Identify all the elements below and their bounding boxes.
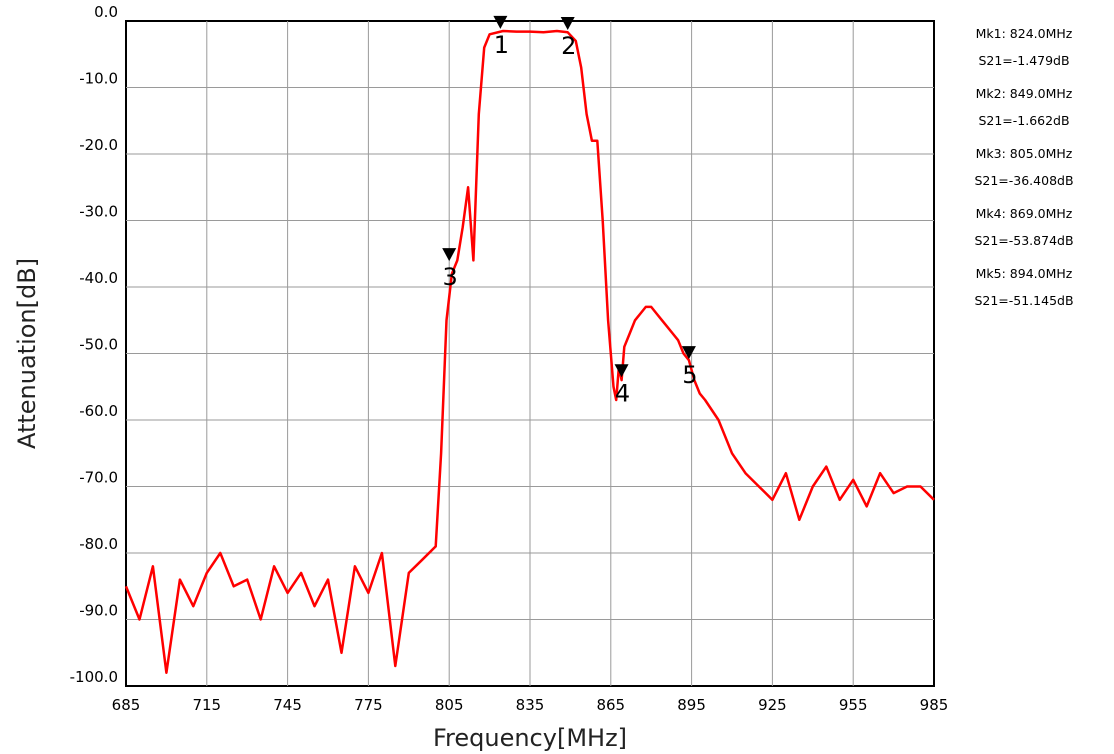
marker-1: 1 (493, 15, 509, 59)
marker-4: 4 (614, 364, 630, 407)
y-tick-label: -20.0 (79, 136, 118, 154)
marker-triangle (614, 364, 629, 378)
y-axis-title: Attenuation[dB] (13, 258, 41, 449)
y-tick-label: -50.0 (79, 336, 118, 354)
y-tick-label: 0.0 (94, 3, 118, 21)
marker-number: 5 (682, 361, 697, 389)
series-group (124, 29, 935, 674)
marker-5: 5 (681, 346, 698, 389)
x-tick-label: 835 (516, 696, 545, 714)
y-tick-label: -70.0 (79, 469, 118, 487)
legend-s21: S21=-53.874dB (974, 233, 1073, 248)
legend-entry: Mk2: 849.0MHz S21=-1.662dB (976, 86, 1073, 128)
marker-number: 2 (561, 32, 576, 60)
legend-frequency: Mk3: 805.0MHz (976, 146, 1073, 161)
marker-triangle (560, 17, 575, 31)
legend-entry: Mk4: 869.0MHz S21=-53.874dB (974, 206, 1073, 248)
legend-frequency: Mk1: 824.0MHz (976, 26, 1073, 41)
x-tick-label: 985 (920, 696, 949, 714)
marker-2: 2 (560, 17, 576, 60)
legend-entry: Mk5: 894.0MHz S21=-51.145dB (974, 266, 1073, 308)
y-tick-label: -90.0 (79, 602, 118, 620)
marker-number: 3 (443, 263, 458, 291)
legend-s21: S21=-51.145dB (974, 293, 1073, 308)
x-axis-title: Frequency[MHz] (433, 724, 627, 752)
marker-number: 4 (615, 379, 630, 407)
marker-triangle (442, 248, 457, 262)
series-line (124, 29, 935, 674)
legend-frequency: Mk2: 849.0MHz (976, 86, 1073, 101)
y-tick-label: -40.0 (79, 269, 118, 287)
legend-s21: S21=-1.662dB (978, 113, 1069, 128)
markers-group: 1 2 3 4 5 (442, 15, 698, 407)
legend-frequency: Mk4: 869.0MHz (976, 206, 1073, 221)
marker-triangle (493, 15, 508, 29)
x-tick-label: 955 (839, 696, 868, 714)
y-axis-ticks: 0.0 -10.0 -20.0 -30.0 -40.0 -50.0 -60.0 -70.0 -8… (70, 3, 118, 686)
x-tick-label: 775 (354, 696, 383, 714)
legend-frequency: Mk5: 894.0MHz (976, 266, 1073, 281)
x-tick-label: 745 (273, 696, 302, 714)
y-tick-label: -100.0 (70, 668, 118, 686)
y-tick-label: -80.0 (79, 535, 118, 553)
marker-triangle (681, 346, 696, 360)
legend-s21: S21=-1.479dB (978, 53, 1069, 68)
marker-number: 1 (494, 31, 509, 59)
marker-legend: Mk1: 824.0MHz S21=-1.479dB Mk2: 849.0MHz S2… (974, 26, 1073, 308)
x-tick-label: 895 (677, 696, 706, 714)
legend-entry: Mk1: 824.0MHz S21=-1.479dB (976, 26, 1073, 68)
x-tick-label: 925 (758, 696, 787, 714)
x-axis-ticks: 685 715 745 775 805 835 865 895 925 955 985 (112, 696, 949, 714)
x-tick-label: 685 (112, 696, 141, 714)
marker-3: 3 (442, 248, 458, 291)
x-tick-label: 715 (192, 696, 221, 714)
y-tick-label: -60.0 (79, 402, 118, 420)
x-tick-label: 865 (596, 696, 625, 714)
y-tick-label: -10.0 (79, 70, 118, 88)
y-tick-label: -30.0 (79, 203, 118, 221)
x-tick-label: 805 (435, 696, 464, 714)
legend-s21: S21=-36.408dB (974, 173, 1073, 188)
legend-entry: Mk3: 805.0MHz S21=-36.408dB (974, 146, 1073, 188)
